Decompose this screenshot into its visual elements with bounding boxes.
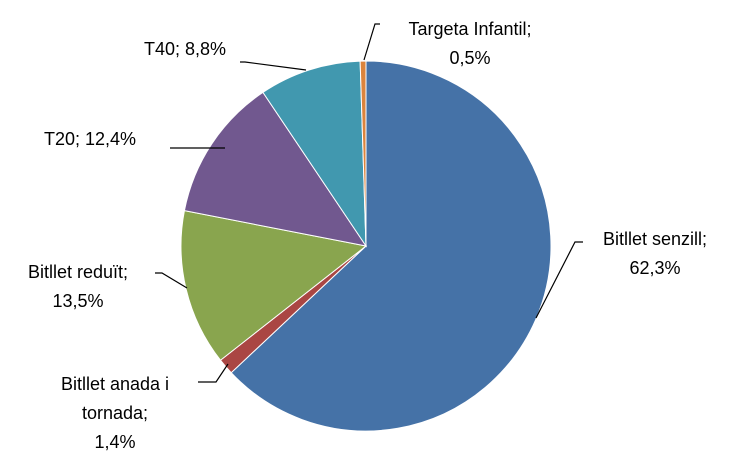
data-label: Targeta Infantil;: [408, 19, 531, 39]
data-label: Bitllet anada i: [61, 374, 169, 394]
data-label: Bitllet senzill;: [603, 229, 707, 249]
data-label: 13,5%: [52, 291, 103, 311]
pie-slice: [183, 91, 368, 247]
leader-line: [198, 363, 229, 383]
leader-line: [363, 23, 380, 61]
pie-slice: [262, 60, 367, 248]
pie-slice: [180, 210, 368, 361]
data-label: 0,5%: [449, 48, 490, 68]
leader-line: [535, 241, 583, 319]
data-label: T20; 12,4%: [44, 129, 136, 149]
data-label: tornada;: [82, 403, 148, 423]
leader-line: [155, 272, 188, 289]
data-label: 1,4%: [94, 432, 135, 452]
data-label: 62,3%: [629, 258, 680, 278]
pie-slice: [230, 60, 552, 432]
data-label: Bitllet reduït;: [28, 262, 128, 282]
leader-line: [240, 61, 307, 71]
pie-slice: [359, 60, 367, 247]
data-label: T40; 8,8%: [144, 39, 226, 59]
